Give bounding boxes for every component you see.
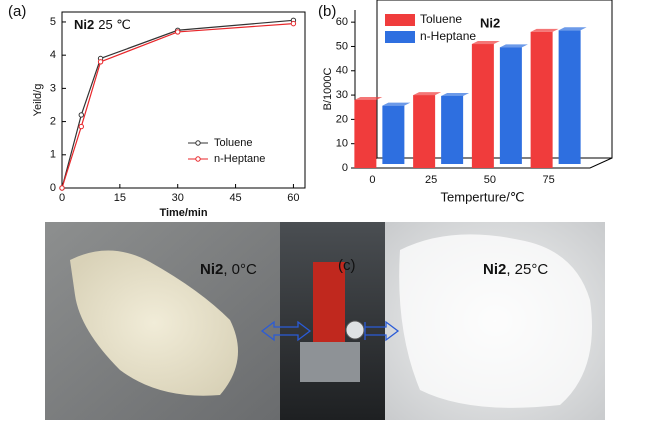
legend-label: n-Heptane <box>420 29 476 43</box>
bar <box>382 105 405 164</box>
bar <box>471 44 494 168</box>
x-tick-label: 30 <box>172 192 184 204</box>
y-tick-label: 20 <box>336 113 348 125</box>
chart-title-bold: Ni2 <box>74 17 94 32</box>
marker <box>290 20 297 27</box>
bar-top <box>558 27 587 31</box>
legend-swatch <box>385 31 415 43</box>
x-axis-label: Temperture/℃ <box>441 189 525 204</box>
photo-label-text: , 25°C <box>506 261 548 278</box>
photo-label-text: , 0°C <box>223 261 257 278</box>
panel-label: (a) <box>8 3 26 20</box>
bar <box>530 31 553 168</box>
y-tick-label: 0 <box>342 162 348 174</box>
photo-label: Ni2, 25°C <box>483 261 548 278</box>
gauge <box>345 320 365 340</box>
x-tick-label: 45 <box>229 192 241 204</box>
reactor-motor <box>313 262 345 342</box>
x-tick-label: 75 <box>543 174 555 186</box>
x-axis-label: Time/min <box>159 207 207 219</box>
flakes <box>399 234 592 408</box>
bar <box>499 47 522 165</box>
marker <box>78 123 84 130</box>
y-tick-label: 30 <box>336 89 348 101</box>
y-tick-label: 4 <box>50 49 56 61</box>
panel-label: (c) <box>338 257 356 274</box>
y-tick-label: 50 <box>336 40 348 52</box>
bar-top <box>441 92 470 96</box>
reactor-body <box>300 342 360 382</box>
legend-label: Toluene <box>214 137 253 149</box>
bar-top <box>413 92 442 96</box>
legend-marker <box>195 156 201 162</box>
legend-label: Toluene <box>420 12 462 26</box>
y-tick-label: 2 <box>50 115 56 127</box>
x-tick-label: 0 <box>369 174 375 186</box>
y-axis-label: B/1000C <box>322 68 334 111</box>
y-tick-label: 1 <box>50 149 56 161</box>
legend-marker <box>195 140 201 146</box>
x-tick-label: 60 <box>287 192 299 204</box>
arrow <box>364 320 400 342</box>
arrow <box>260 320 312 342</box>
y-tick-label: 40 <box>336 65 348 77</box>
y-axis-label: Yeild/g <box>32 84 44 117</box>
y-tick-label: 0 <box>50 182 56 194</box>
marker <box>59 185 65 191</box>
legend-label: n-Heptane <box>214 153 265 165</box>
x-tick-label: 50 <box>484 174 496 186</box>
photo-label-bold: Ni2 <box>200 261 223 278</box>
x-tick-label: 0 <box>59 192 65 204</box>
chart-title: Ni2 25 ℃ <box>74 17 131 32</box>
photos: Ni2, 0°C (c) Ni2, 25°C <box>45 222 605 420</box>
legend-swatch <box>385 14 415 26</box>
bar <box>441 95 464 164</box>
bar-top <box>471 41 500 45</box>
bar-top <box>530 28 559 32</box>
marker <box>175 29 181 35</box>
x-tick-label: 25 <box>425 174 437 186</box>
x-tick-label: 15 <box>114 192 126 204</box>
photo-label: Ni2, 0°C <box>200 261 257 278</box>
chart-subtitle: 25 ℃ <box>98 17 131 32</box>
marker <box>97 59 104 65</box>
y-tick-label: 3 <box>50 82 56 94</box>
bar <box>413 95 436 168</box>
photo-label-bold: Ni2 <box>483 261 506 278</box>
y-tick-label: 10 <box>336 138 348 150</box>
bar-top <box>499 44 528 48</box>
marker <box>78 112 84 118</box>
powder <box>70 250 238 396</box>
plot-frame <box>61 11 306 189</box>
bar-top <box>382 102 411 106</box>
bar <box>558 30 581 164</box>
y-tick-label: 60 <box>336 16 348 28</box>
y-tick-label: 5 <box>50 16 56 28</box>
bar <box>354 99 377 168</box>
chart-title: Ni2 <box>480 15 500 30</box>
panel-label: (b) <box>318 3 336 20</box>
bar-top <box>354 96 383 100</box>
